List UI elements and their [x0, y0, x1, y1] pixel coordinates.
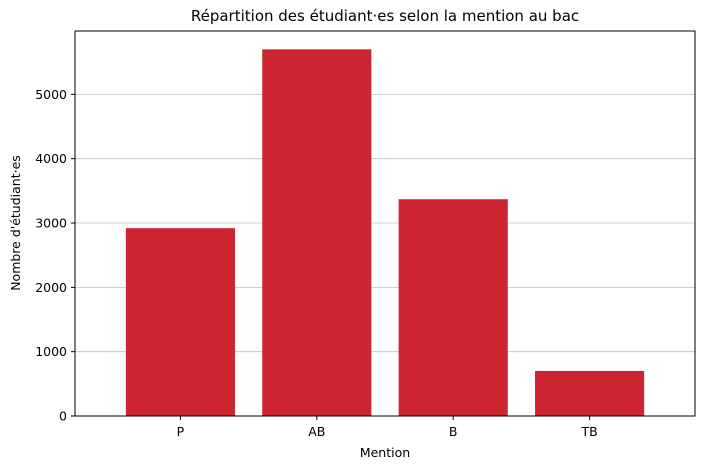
x-tick-label: B: [449, 424, 458, 439]
chart-title: Répartition des étudiant·es selon la men…: [191, 7, 579, 25]
bar-TB: [535, 370, 645, 416]
y-tick-label: 5000: [35, 87, 67, 102]
bar-B: [398, 199, 508, 416]
y-tick-label: 0: [59, 409, 67, 424]
x-axis-label: Mention: [360, 445, 410, 460]
y-tick-label: 1000: [35, 344, 67, 359]
y-axis-ticks: 0 1000 2000 3000 4000 5000: [35, 87, 75, 424]
y-axis-label: Nombre d'étudiant·es: [8, 155, 23, 291]
y-tick-label: 4000: [35, 151, 67, 166]
bar-AB: [262, 49, 372, 416]
bars: [125, 49, 645, 416]
y-tick-label: 3000: [35, 216, 67, 231]
bar-P: [125, 228, 235, 416]
y-tick-label: 2000: [35, 280, 67, 295]
x-tick-label: AB: [308, 424, 325, 439]
x-axis-ticks: P AB B TB: [177, 416, 598, 439]
x-tick-label: P: [177, 424, 185, 439]
x-tick-label: TB: [580, 424, 597, 439]
